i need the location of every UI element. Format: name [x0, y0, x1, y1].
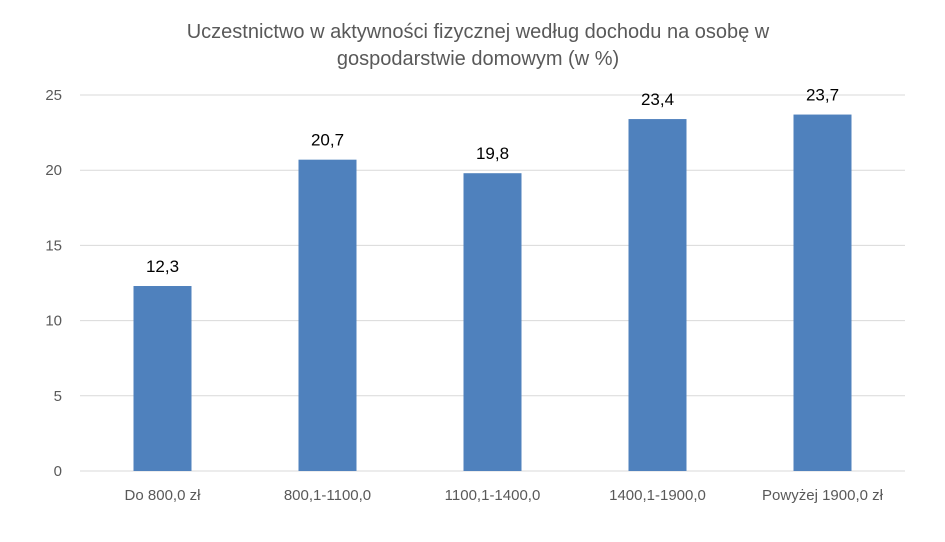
- category-label: Do 800,0 zł: [125, 487, 202, 504]
- bar: [463, 173, 522, 471]
- bar: [793, 114, 852, 471]
- category-label: 1100,1-1400,0: [445, 487, 541, 504]
- data-label: 20,7: [311, 131, 344, 150]
- y-tick-label: 25: [45, 87, 62, 104]
- y-axis-ticks: 0 5 10 15 20 25: [45, 87, 62, 480]
- data-label: 23,4: [641, 90, 674, 109]
- data-label: 19,8: [476, 144, 509, 163]
- data-labels: 12,3 20,7 19,8 23,4 23,7: [146, 86, 839, 276]
- chart-title-line-1: Uczestnictwo w aktywności fizycznej wedł…: [187, 21, 770, 43]
- y-tick-label: 20: [45, 162, 62, 179]
- y-tick-label: 10: [45, 313, 62, 330]
- bars: [133, 114, 852, 472]
- x-axis-categories: Do 800,0 zł 800,1-1100,0 1100,1-1400,0 1400…: [125, 487, 884, 504]
- y-tick-label: 15: [45, 237, 62, 254]
- data-label: 23,7: [806, 86, 839, 105]
- y-tick-label: 0: [54, 463, 62, 480]
- category-label: 800,1-1100,0: [284, 487, 371, 504]
- data-label: 12,3: [146, 257, 179, 276]
- bar: [298, 159, 357, 471]
- y-tick-label: 5: [54, 388, 62, 405]
- bar: [133, 286, 192, 471]
- bar: [628, 119, 687, 472]
- category-label: 1400,1-1900,0: [609, 487, 706, 504]
- chart-title-line-2: gospodarstwie domowym (w %): [337, 48, 619, 70]
- category-label: Powyżej 1900,0 zł: [762, 487, 884, 504]
